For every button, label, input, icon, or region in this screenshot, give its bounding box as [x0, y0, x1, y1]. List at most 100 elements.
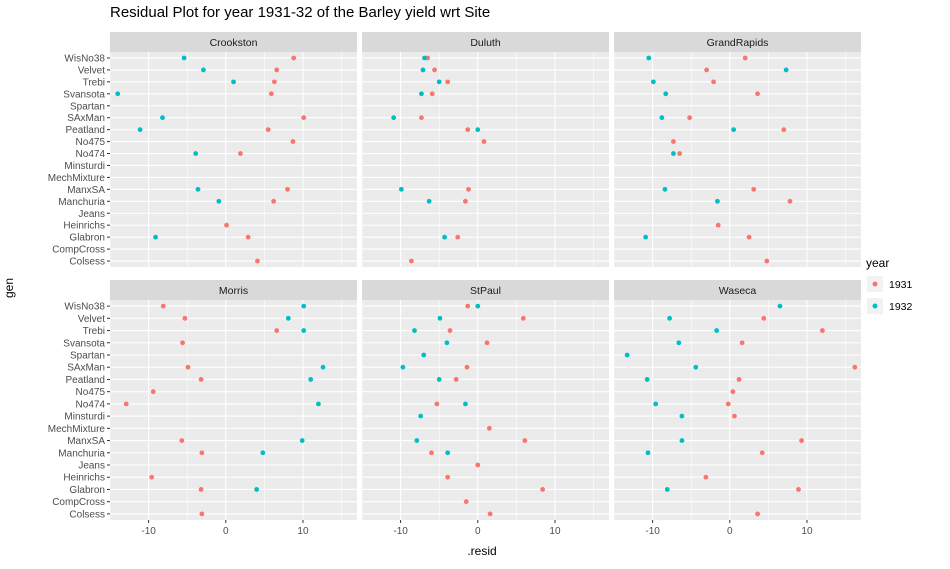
- y-tick-label: No474: [76, 399, 106, 410]
- point-1931: [677, 151, 683, 156]
- x-tick-label: -10: [393, 526, 408, 537]
- point-1931: [711, 79, 716, 85]
- point-1931: [463, 198, 468, 204]
- point-1931: [736, 377, 742, 382]
- x-tick-label: -10: [645, 526, 660, 537]
- panel-strip-label: GrandRapids: [707, 37, 769, 49]
- point-1931: [429, 91, 435, 97]
- point-1932: [400, 364, 406, 370]
- chart-title: Residual Plot for year 1931-32 of the Ba…: [110, 4, 490, 21]
- point-1932: [679, 413, 685, 419]
- y-tick-label: Svansota: [63, 338, 105, 349]
- y-tick-label: Svansota: [63, 89, 105, 100]
- point-1932: [731, 127, 737, 133]
- y-tick-label: ManxSA: [67, 436, 105, 447]
- y-tick-label: Heinrichs: [63, 221, 105, 232]
- panel-strip: [362, 32, 609, 52]
- y-tick-label: Colsess: [69, 257, 105, 268]
- point-1931: [198, 487, 204, 492]
- point-1931: [481, 139, 487, 144]
- point-1931: [445, 79, 451, 85]
- legend-key: [872, 281, 878, 287]
- point-1932: [463, 401, 468, 407]
- point-1932: [445, 450, 451, 456]
- point-1931: [274, 67, 280, 73]
- facet-panels: CrookstonWisNo38VelvetTrebiSvansotaSpart…: [48, 32, 861, 537]
- point-1932: [644, 377, 650, 382]
- point-1932: [436, 79, 442, 85]
- point-1931: [182, 315, 188, 321]
- panel-strip: [110, 32, 357, 52]
- point-1931: [755, 511, 760, 517]
- point-1931: [796, 487, 801, 492]
- point-1932: [414, 438, 420, 443]
- point-1931: [520, 315, 526, 321]
- point-1931: [799, 438, 804, 443]
- y-tick-label: Manchuria: [58, 197, 105, 208]
- point-1931: [455, 234, 461, 240]
- point-1931: [285, 186, 290, 192]
- point-1932: [714, 328, 720, 333]
- point-1931: [755, 91, 760, 97]
- panel-background: [362, 300, 609, 520]
- point-1931: [199, 511, 205, 517]
- point-1931: [751, 186, 757, 192]
- panel-strip: [110, 280, 357, 300]
- point-1932: [160, 115, 165, 121]
- point-1932: [663, 91, 669, 97]
- point-1932: [422, 55, 427, 61]
- point-1931: [185, 364, 191, 370]
- y-tick-label: Colsess: [69, 509, 105, 520]
- point-1931: [434, 401, 440, 407]
- point-1931: [465, 303, 471, 309]
- point-1931: [742, 55, 748, 61]
- y-tick-label: Jeans: [78, 209, 105, 220]
- point-1932: [231, 79, 236, 85]
- y-tick-label: Velvet: [78, 65, 105, 76]
- point-1931: [486, 425, 492, 431]
- panel-strip: [614, 280, 861, 300]
- y-tick-label: WisNo38: [64, 53, 105, 64]
- y-tick-label: No475: [76, 137, 106, 148]
- point-1931: [301, 115, 307, 121]
- panel-strip-label: Crookston: [210, 37, 258, 49]
- y-tick-label: Minsturdi: [64, 161, 105, 172]
- point-1932: [320, 364, 326, 370]
- y-tick-label: No474: [76, 149, 106, 160]
- x-tick-label: 10: [549, 526, 561, 537]
- legend-entries: 1931 1932: [867, 276, 913, 314]
- point-1932: [181, 55, 187, 61]
- point-1932: [624, 352, 630, 358]
- point-1931: [255, 258, 260, 264]
- legend-key: [872, 303, 878, 309]
- point-1932: [475, 303, 481, 309]
- point-1931: [271, 198, 277, 204]
- point-1932: [667, 315, 672, 321]
- point-1932: [643, 234, 649, 240]
- point-1931: [725, 401, 731, 407]
- y-tick-label: Heinrichs: [63, 473, 105, 484]
- point-1931: [123, 401, 129, 407]
- point-1932: [391, 115, 397, 121]
- y-tick-label: CompCross: [52, 497, 105, 508]
- panel-duluth: Duluth: [361, 32, 609, 267]
- panel-crookston: Crookston WisNo38VelvetTrebiSvansotaSpart…: [48, 32, 357, 268]
- y-tick-label: Spartan: [70, 351, 105, 362]
- point-1932: [316, 401, 321, 407]
- point-1932: [137, 127, 143, 133]
- y-tick-label: Velvet: [78, 314, 105, 325]
- point-1931: [179, 438, 185, 443]
- panel-strip-label: StPaul: [470, 285, 501, 297]
- y-tick-label: Peatland: [66, 375, 105, 386]
- point-1931: [180, 340, 185, 346]
- point-1932: [308, 377, 314, 382]
- point-1931: [475, 462, 481, 468]
- panel-background: [110, 300, 357, 520]
- point-1931: [245, 234, 251, 240]
- point-1932: [115, 91, 121, 97]
- point-1932: [442, 234, 447, 240]
- point-1932: [671, 151, 676, 156]
- point-1931: [199, 450, 205, 456]
- point-1931: [453, 377, 459, 382]
